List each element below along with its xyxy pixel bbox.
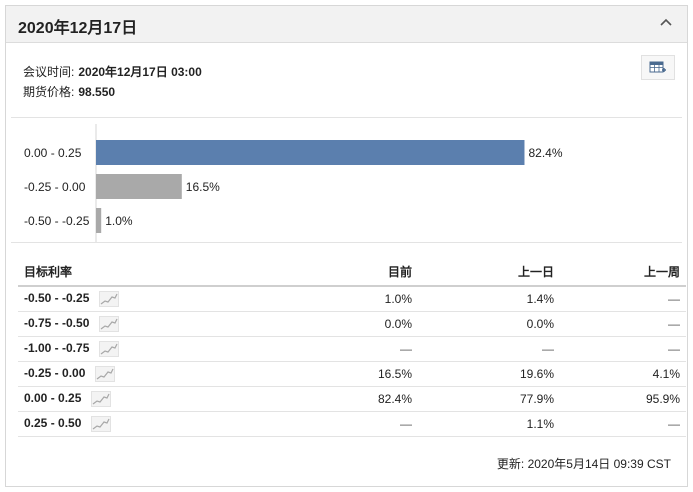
row-prev-week-value: —: [668, 416, 680, 431]
updated-timestamp: 更新: 2020年5月14日 09:39 CST: [496, 457, 671, 471]
row-prev-week-value: 4.1%: [652, 366, 680, 381]
probability-bar-chart: 0.00 - 0.25 82.4% -0.25 - 0.00 16.5% -0.50 -…: [6, 124, 687, 242]
row-prev-day-value: 19.6%: [519, 366, 554, 381]
chart-bar[interactable]: [96, 208, 102, 233]
row-prev-day-value: 1.1%: [526, 416, 554, 431]
chart-category-label: -0.50 - -0.25: [24, 214, 90, 228]
sparkline-icon[interactable]: [99, 340, 120, 357]
chart-value-label: 16.5%: [185, 180, 220, 194]
row-rate-value: -1.00 - -0.75: [24, 340, 90, 355]
row-prev-week: 4.1%: [560, 361, 686, 387]
row-prev-day-value: 1.4%: [526, 291, 554, 306]
chart-category-label: 0.00 - 0.25: [24, 146, 82, 160]
row-prev-week-value: —: [668, 316, 680, 331]
futures-price-label: 期货价格:: [23, 85, 75, 99]
futures-price-row: 期货价格: 98.550: [23, 82, 202, 102]
chevron-up-icon[interactable]: [657, 14, 675, 32]
row-prev-day-value: 77.9%: [519, 391, 554, 406]
table-row: -0.25 - 0.00 16.5% 19.6% 4.1%: [18, 361, 686, 387]
row-rate-value: 0.25 - 0.50: [24, 415, 82, 430]
row-prev-day-value: —: [542, 341, 554, 356]
panel-header[interactable]: 2020年12月17日: [6, 6, 687, 43]
sparkline-icon[interactable]: [91, 390, 112, 407]
meeting-time-label: 会议时间:: [23, 65, 75, 79]
table-row: -0.50 - -0.25 1.0% 1.4% —: [18, 286, 686, 312]
row-rate-value: 0.00 - 0.25: [24, 390, 82, 405]
row-current: —: [248, 336, 418, 362]
row-rate-value: -0.75 - -0.50: [24, 315, 90, 330]
chart-canvas: [95, 124, 525, 242]
row-rate: -1.00 - -0.75: [18, 336, 248, 362]
row-prev-week: —: [560, 336, 686, 362]
futures-price-value: 98.550: [78, 85, 116, 99]
row-prev-day: 0.0%: [418, 311, 560, 337]
row-rate: -0.50 - -0.25: [18, 286, 248, 312]
row-current-value: —: [400, 416, 412, 431]
row-prev-week: —: [560, 411, 686, 437]
table-header-row: 目标利率 目前 上一日 上一周: [18, 262, 686, 287]
row-rate-value: -0.50 - -0.25: [24, 290, 90, 305]
row-rate: 0.25 - 0.50: [18, 411, 248, 437]
row-current: 0.0%: [248, 311, 418, 337]
col-prev-day[interactable]: 上一日: [418, 262, 560, 287]
sparkline-icon[interactable]: [99, 315, 120, 332]
row-prev-day: 19.6%: [418, 361, 560, 387]
row-prev-week: —: [560, 286, 686, 312]
chart-bar[interactable]: [96, 140, 525, 165]
chart-value-label: 1.0%: [105, 214, 133, 228]
row-current: 82.4%: [248, 386, 418, 412]
table-row: 0.25 - 0.50 — 1.1% —: [18, 411, 686, 437]
row-rate: 0.00 - 0.25: [18, 386, 248, 412]
row-prev-week-value: —: [668, 341, 680, 356]
meeting-date-title: 2020年12月17日: [18, 20, 138, 37]
chart-category-label: -0.25 - 0.00: [24, 180, 86, 194]
row-rate: -0.75 - -0.50: [18, 311, 248, 337]
row-prev-week: 95.9%: [560, 386, 686, 412]
row-current: 16.5%: [248, 361, 418, 387]
row-current-value: —: [400, 341, 412, 356]
row-current-value: 1.0%: [384, 291, 412, 306]
table-add-icon[interactable]: [641, 55, 675, 80]
row-prev-day: 1.4%: [418, 286, 560, 312]
table-row: 0.00 - 0.25 82.4% 77.9% 95.9%: [18, 386, 686, 412]
row-current-value: 0.0%: [384, 316, 412, 331]
table-row: -0.75 - -0.50 0.0% 0.0% —: [18, 311, 686, 337]
meeting-time-row: 会议时间: 2020年12月17日 03:00: [23, 62, 202, 82]
row-prev-day: —: [418, 336, 560, 362]
row-prev-week-value: —: [668, 291, 680, 306]
row-prev-day-value: 0.0%: [526, 316, 554, 331]
sparkline-icon[interactable]: [95, 365, 116, 382]
sparkline-icon[interactable]: [99, 290, 120, 307]
col-prev-week[interactable]: 上一周: [560, 262, 686, 287]
meeting-probability-panel: 2020年12月17日 会议时间: 2020年12月17日 03:00 期货价格:…: [5, 5, 688, 487]
row-prev-week: —: [560, 311, 686, 337]
chart-bar[interactable]: [96, 174, 182, 199]
row-prev-day: 77.9%: [418, 386, 560, 412]
sparkline-icon[interactable]: [91, 415, 112, 432]
divider-top: [11, 117, 682, 118]
divider-chart: [11, 242, 682, 243]
probability-table: 目标利率 目前 上一日 上一周 -0.50 - -0.25 1.0% 1.4% — -0…: [18, 262, 686, 437]
row-rate: -0.25 - 0.00: [18, 361, 248, 387]
chart-value-label: 82.4%: [528, 146, 563, 160]
col-target-rate[interactable]: 目标利率: [18, 262, 248, 287]
row-current-value: 82.4%: [377, 391, 412, 406]
row-current: —: [248, 411, 418, 437]
row-current: 1.0%: [248, 286, 418, 312]
col-current[interactable]: 目前: [248, 262, 418, 287]
row-prev-week-value: 95.9%: [645, 391, 680, 406]
row-current-value: 16.5%: [377, 366, 412, 381]
meeting-info: 会议时间: 2020年12月17日 03:00 期货价格: 98.550: [23, 62, 202, 102]
table-row: -1.00 - -0.75 — — —: [18, 336, 686, 362]
row-prev-day: 1.1%: [418, 411, 560, 437]
meeting-time-value: 2020年12月17日 03:00: [78, 65, 202, 79]
row-rate-value: -0.25 - 0.00: [24, 365, 86, 380]
